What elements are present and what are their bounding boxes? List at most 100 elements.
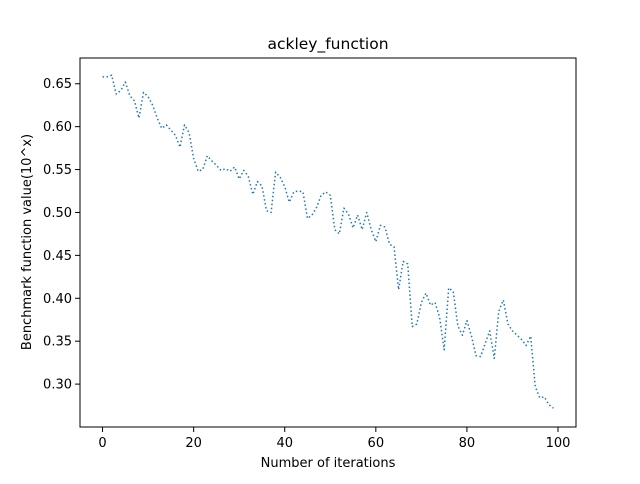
- data-point: [334, 229, 335, 230]
- data-point: [403, 261, 404, 262]
- data-point: [252, 194, 253, 195]
- data-point: [416, 323, 417, 324]
- data-point: [316, 207, 317, 208]
- data-point: [229, 171, 230, 172]
- data-point: [175, 135, 176, 136]
- data-point: [280, 177, 281, 178]
- axes-frame: [79, 57, 577, 428]
- x-axis-label: Number of iterations: [261, 456, 396, 471]
- data-point: [220, 170, 221, 171]
- data-point: [393, 246, 394, 247]
- data-point: [453, 291, 454, 292]
- data-point: [216, 165, 217, 166]
- data-point: [143, 92, 144, 93]
- data-point: [471, 335, 472, 336]
- data-point: [489, 330, 490, 331]
- data-point: [193, 158, 194, 159]
- x-tick-label: 40: [276, 436, 293, 451]
- data-point: [307, 218, 308, 219]
- data-point: [298, 190, 299, 191]
- y-tick-label: 0.35: [43, 335, 72, 350]
- data-point: [284, 186, 285, 187]
- data-point: [211, 160, 212, 161]
- data-point: [188, 132, 189, 133]
- data-point: [366, 212, 367, 213]
- data-point: [507, 323, 508, 324]
- x-tick-label: 20: [185, 436, 202, 451]
- data-point: [421, 302, 422, 303]
- data-point: [339, 233, 340, 234]
- data-point: [521, 339, 522, 340]
- data-point: [343, 208, 344, 209]
- x-tick-label: 60: [368, 436, 385, 451]
- data-point: [448, 287, 449, 288]
- data-point: [475, 355, 476, 356]
- data-point: [161, 128, 162, 129]
- y-tick-label: 0.45: [43, 249, 72, 264]
- y-tick-label: 0.65: [43, 77, 72, 92]
- data-point: [243, 170, 244, 171]
- data-point: [207, 155, 208, 156]
- data-point: [234, 166, 235, 167]
- data-point: [407, 263, 408, 264]
- data-point: [466, 320, 467, 321]
- data-point: [434, 302, 435, 303]
- data-point: [166, 124, 167, 125]
- data-point: [512, 330, 513, 331]
- data-point: [548, 404, 549, 405]
- data-point: [503, 299, 504, 300]
- x-tick-label: 0: [98, 436, 106, 451]
- data-point: [389, 244, 390, 245]
- data-point: [485, 343, 486, 344]
- y-tick-label: 0.55: [43, 163, 72, 178]
- data-point: [362, 229, 363, 230]
- data-point: [261, 185, 262, 186]
- data-point: [457, 325, 458, 326]
- x-tick-label: 80: [459, 436, 476, 451]
- data-point: [480, 356, 481, 357]
- data-point: [116, 93, 117, 94]
- data-point: [462, 335, 463, 336]
- data-point: [275, 172, 276, 173]
- y-tick-label: 0.40: [43, 292, 72, 307]
- data-point: [289, 202, 290, 203]
- data-point: [125, 81, 126, 82]
- data-point: [516, 335, 517, 336]
- data-point: [330, 195, 331, 196]
- y-tick-label: 0.60: [43, 120, 72, 135]
- data-point: [544, 396, 545, 397]
- data-point: [311, 214, 312, 215]
- data-point: [526, 345, 527, 346]
- data-point: [257, 181, 258, 182]
- data-point: [380, 225, 381, 226]
- data-point: [498, 311, 499, 312]
- data-point: [129, 95, 130, 96]
- chart-title: ackley_function: [267, 35, 388, 54]
- y-axis-label: Benchmark function value(10^x): [20, 134, 35, 350]
- data-point: [530, 335, 531, 336]
- data-point: [539, 397, 540, 398]
- data-point: [107, 76, 108, 77]
- data-point: [439, 317, 440, 318]
- data-point: [352, 227, 353, 228]
- data-point: [384, 226, 385, 227]
- data-point: [120, 90, 121, 91]
- data-point: [179, 147, 180, 148]
- data-point: [425, 293, 426, 294]
- y-tick-label: 0.30: [43, 378, 72, 393]
- data-point: [102, 76, 103, 77]
- data-point: [553, 408, 554, 409]
- data-point: [398, 289, 399, 290]
- data-point: [375, 241, 376, 242]
- data-point: [270, 212, 271, 213]
- data-point: [184, 124, 185, 125]
- data-point: [111, 75, 112, 76]
- data-point: [444, 349, 445, 350]
- y-tick-label: 0.50: [43, 206, 72, 221]
- data-point: [371, 229, 372, 230]
- data-point: [348, 214, 349, 215]
- data-point: [170, 129, 171, 130]
